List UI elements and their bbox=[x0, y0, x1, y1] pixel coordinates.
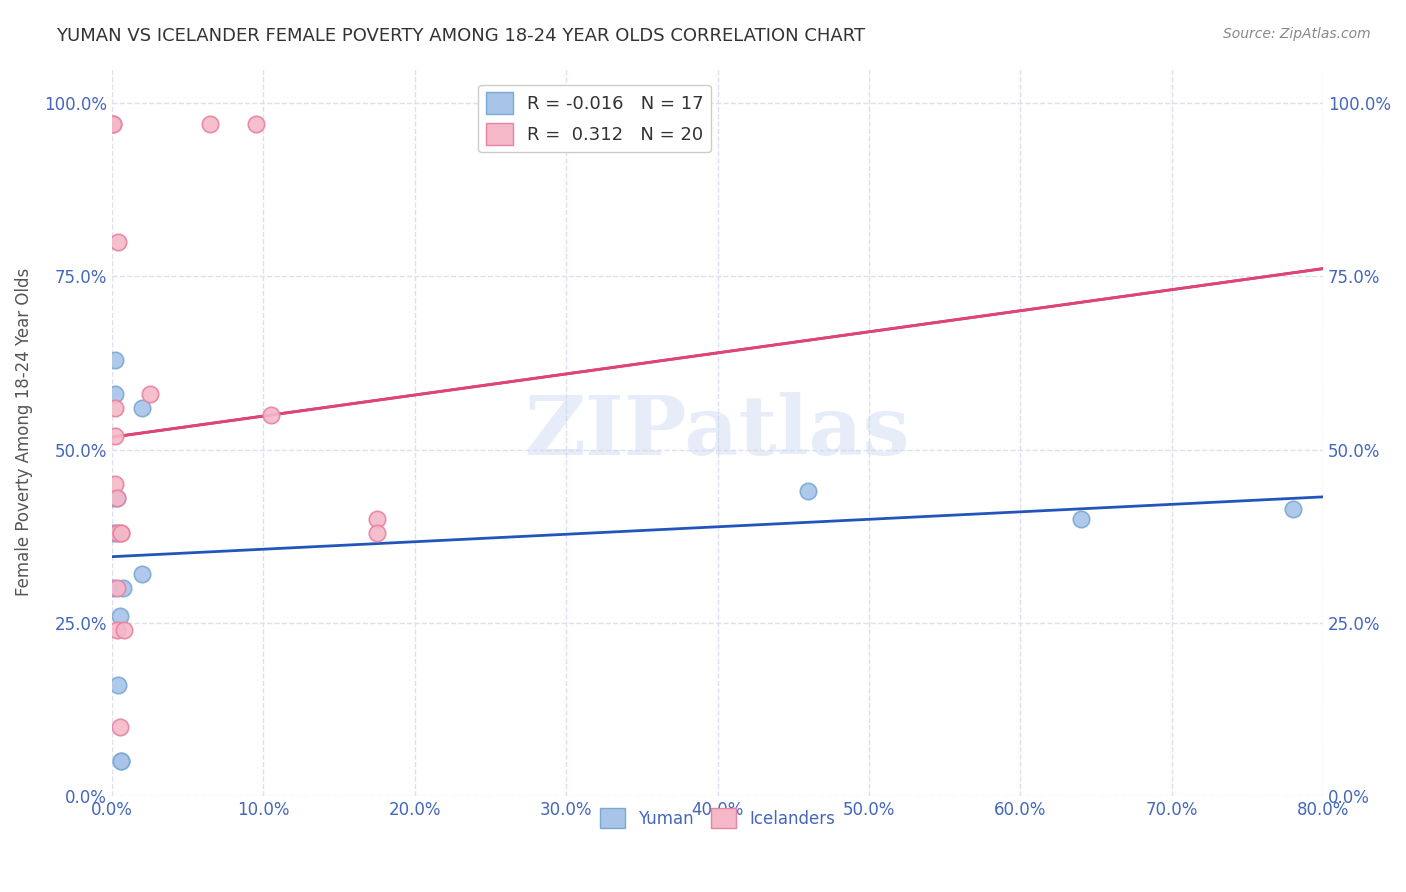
Point bbox=[104, 401, 127, 415]
Point bbox=[107, 678, 129, 692]
Text: Source: ZipAtlas.com: Source: ZipAtlas.com bbox=[1223, 27, 1371, 41]
Point bbox=[105, 525, 128, 540]
Point bbox=[1070, 512, 1092, 526]
Point bbox=[110, 755, 132, 769]
Point bbox=[139, 387, 162, 401]
Point bbox=[366, 512, 388, 526]
Point bbox=[104, 352, 127, 367]
Point bbox=[105, 623, 128, 637]
Point bbox=[110, 755, 132, 769]
Point bbox=[797, 484, 820, 499]
Point bbox=[110, 525, 132, 540]
Point bbox=[103, 581, 125, 595]
Legend: Yuman, Icelanders: Yuman, Icelanders bbox=[593, 801, 842, 835]
Point bbox=[131, 567, 153, 582]
Point bbox=[105, 581, 128, 595]
Point bbox=[366, 525, 388, 540]
Point bbox=[105, 491, 128, 505]
Point bbox=[103, 525, 125, 540]
Point bbox=[103, 491, 125, 505]
Text: YUMAN VS ICELANDER FEMALE POVERTY AMONG 18-24 YEAR OLDS CORRELATION CHART: YUMAN VS ICELANDER FEMALE POVERTY AMONG … bbox=[56, 27, 865, 45]
Point bbox=[104, 387, 127, 401]
Point bbox=[103, 117, 125, 131]
Point bbox=[104, 477, 127, 491]
Text: ZIPatlas: ZIPatlas bbox=[524, 392, 910, 472]
Point bbox=[1282, 501, 1305, 516]
Point bbox=[104, 429, 127, 443]
Point bbox=[200, 117, 222, 131]
Point bbox=[105, 491, 128, 505]
Point bbox=[105, 525, 128, 540]
Y-axis label: Female Poverty Among 18-24 Year Olds: Female Poverty Among 18-24 Year Olds bbox=[15, 268, 32, 597]
Point bbox=[111, 581, 134, 595]
Point bbox=[131, 401, 153, 415]
Point bbox=[108, 609, 131, 624]
Point bbox=[245, 117, 267, 131]
Point bbox=[107, 235, 129, 249]
Point bbox=[110, 525, 132, 540]
Point bbox=[108, 720, 131, 734]
Point bbox=[103, 117, 125, 131]
Point bbox=[260, 408, 283, 422]
Point bbox=[112, 623, 135, 637]
